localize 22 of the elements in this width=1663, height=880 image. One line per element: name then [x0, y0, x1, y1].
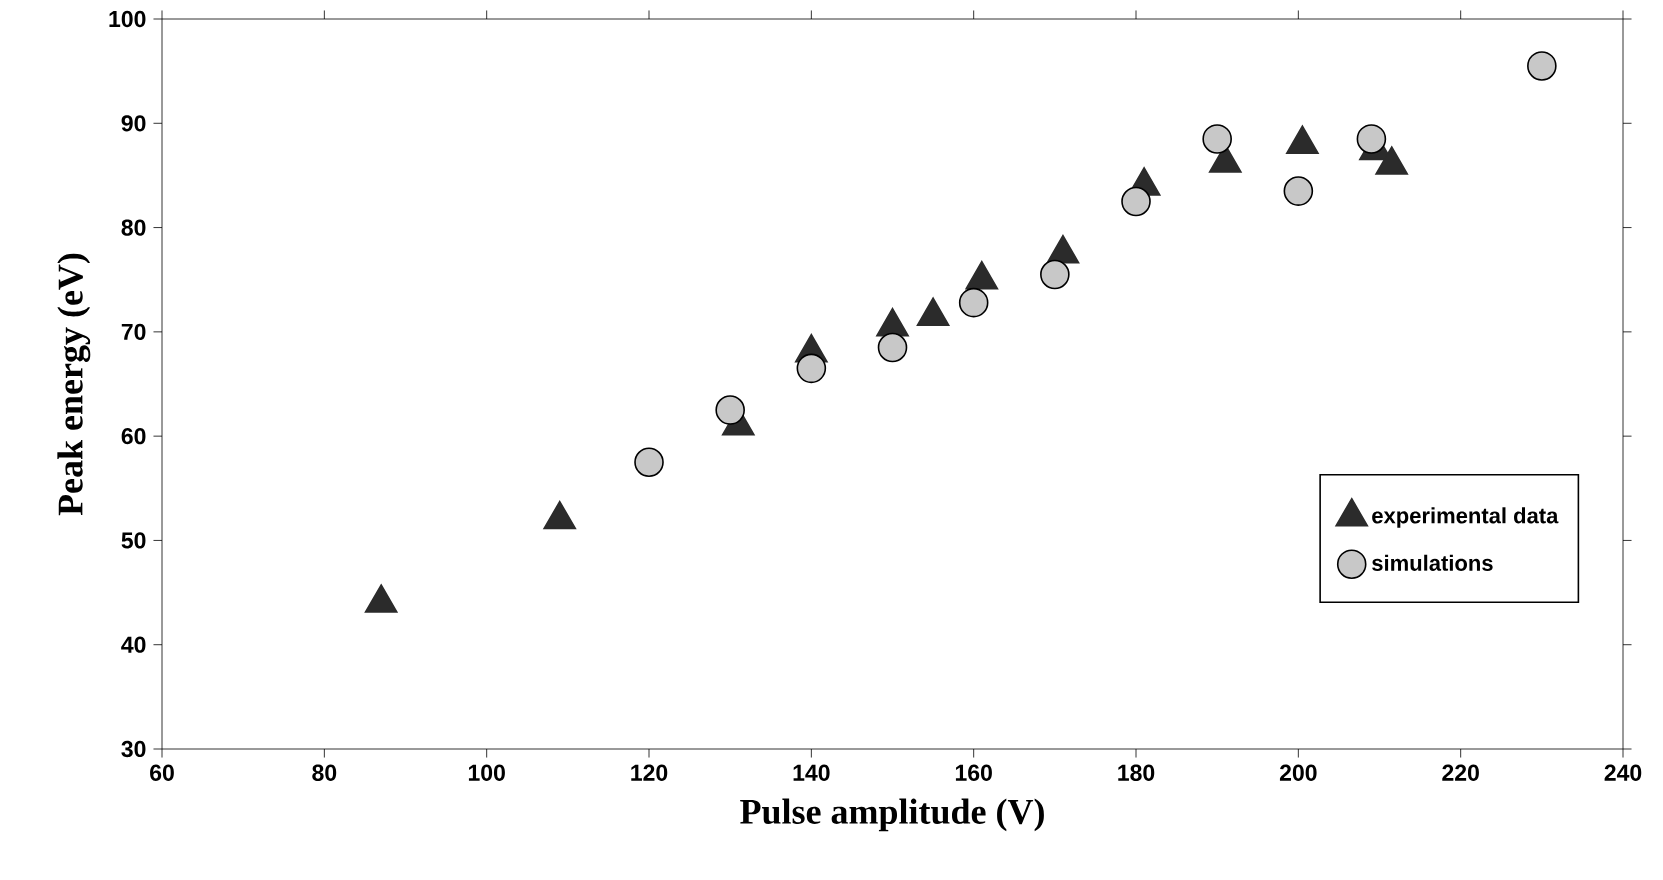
x-tick-label: 60	[150, 764, 174, 781]
x-tick-label: 220	[1442, 764, 1479, 781]
x-tick-label: 100	[468, 764, 505, 781]
y-tick-label: 80	[121, 219, 146, 236]
y-tick-label: 100	[109, 10, 146, 28]
y-tick-label: 90	[121, 115, 146, 132]
legend-label: experimental data	[1372, 507, 1559, 528]
x-tick-label: 120	[631, 764, 668, 781]
y-tick-label: 70	[121, 323, 146, 340]
y-tick-label: 30	[121, 740, 146, 758]
legend-label: simulations	[1372, 554, 1493, 571]
x-tick-label: 160	[955, 764, 992, 781]
y-axis-title: Peak energy (eV)	[57, 253, 91, 516]
y-tick-label: 40	[121, 636, 146, 653]
y-tick-label: 60	[121, 428, 146, 445]
y-tick-label: 50	[121, 532, 146, 549]
x-tick-label: 200	[1279, 764, 1317, 781]
x-tick-label: 240	[1604, 764, 1642, 781]
x-tick-label: 140	[793, 764, 830, 781]
x-tick-label: 180	[1118, 764, 1155, 781]
x-axis-title: Pulse amplitude (V)	[740, 798, 1044, 832]
x-tick-label: 80	[312, 764, 337, 781]
